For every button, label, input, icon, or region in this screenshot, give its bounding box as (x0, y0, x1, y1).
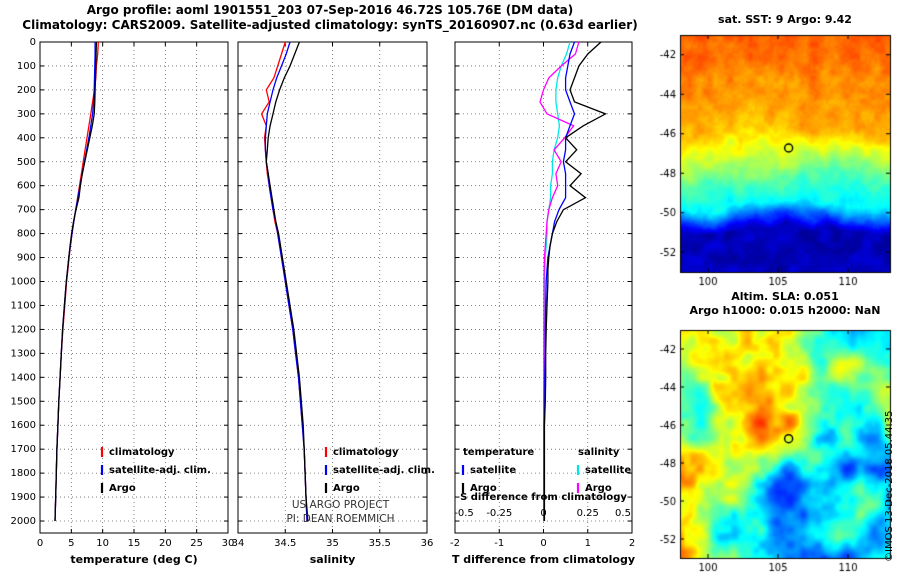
svg-text:1000: 1000 (11, 277, 36, 288)
series-salinity-climatology (260, 41, 308, 522)
series-difference-salinity-argo (539, 41, 580, 521)
sla-map (652, 325, 892, 580)
svg-text:satellite-adj. clim.: satellite-adj. clim. (109, 465, 211, 476)
plot-difference: -2 -1 0 1 2 T difference from climatology temp… (450, 41, 635, 566)
svg-text:36: 36 (421, 538, 434, 549)
svg-text:temperature (deg C): temperature (deg C) (70, 553, 197, 566)
series-temperature-argo (54, 41, 98, 522)
svg-text:600: 600 (17, 181, 36, 192)
svg-text:-0.5: -0.5 (454, 508, 474, 519)
svg-text:800: 800 (17, 229, 36, 240)
svg-text:10: 10 (96, 538, 109, 549)
series-difference-temperature-argo (543, 41, 608, 521)
svg-text:20: 20 (159, 538, 172, 549)
svg-text:satellite-adj. clim.: satellite-adj. clim. (333, 465, 435, 476)
svg-text:-0.25: -0.25 (486, 508, 512, 519)
svg-text:35: 35 (326, 538, 339, 549)
svg-text:1200: 1200 (11, 324, 36, 335)
svg-text:0.25: 0.25 (577, 508, 599, 519)
svg-text:5: 5 (68, 538, 74, 549)
series-temperature-satellite-adj-clim- (54, 42, 96, 522)
credit-text: ©IMOS 13-Dec-2018 05.44.35 (884, 410, 895, 562)
svg-text:35.5: 35.5 (369, 538, 391, 549)
svg-text:satellite: satellite (585, 465, 631, 476)
sst-map-title: sat. SST: 9 Argo: 9.42 (718, 13, 852, 26)
svg-text:34: 34 (232, 538, 245, 549)
svg-text:S difference from climatology: S difference from climatology (460, 492, 627, 503)
svg-text:15: 15 (128, 538, 141, 549)
svg-text:1400: 1400 (11, 372, 36, 383)
svg-text:25: 25 (190, 538, 203, 549)
sla-map-title-line1: Altim. SLA: 0.051 (731, 290, 839, 303)
svg-text:satellite: satellite (470, 465, 516, 476)
svg-text:0: 0 (540, 538, 546, 549)
svg-text:PI: DEAN ROEMMICH: PI: DEAN ROEMMICH (286, 513, 394, 525)
svg-text:1500: 1500 (11, 396, 36, 407)
sst-map (652, 30, 892, 290)
svg-text:0: 0 (540, 508, 546, 519)
figure-title-block: Argo profile: aoml 1901551_203 07-Sep-20… (0, 3, 660, 33)
svg-text:2000: 2000 (11, 516, 36, 527)
svg-text:1: 1 (585, 538, 591, 549)
svg-text:1600: 1600 (11, 420, 36, 431)
svg-text:-1: -1 (494, 538, 504, 549)
svg-text:US ARGO PROJECT: US ARGO PROJECT (292, 499, 390, 511)
svg-text:200: 200 (17, 85, 36, 96)
sla-map-title-line2: Argo h1000: 0.015 h2000: NaN (689, 304, 881, 317)
svg-text:30: 30 (222, 538, 235, 549)
plot-temperature: 0 5 10 15 20 25 300100200300400500600700800900… (11, 37, 235, 566)
svg-text:salinity: salinity (310, 553, 356, 566)
figure-subtitle: Climatology: CARS2009. Satellite-adjuste… (22, 18, 638, 32)
svg-text:100: 100 (17, 61, 36, 72)
svg-text:0: 0 (37, 538, 43, 549)
svg-text:34.5: 34.5 (274, 538, 296, 549)
svg-text:1100: 1100 (11, 300, 36, 311)
svg-text:Argo: Argo (470, 483, 497, 494)
svg-text:T difference from climatology: T difference from climatology (452, 553, 635, 566)
svg-text:900: 900 (17, 253, 36, 264)
svg-text:0: 0 (30, 37, 36, 48)
svg-text:2: 2 (629, 538, 635, 549)
svg-text:salinity: salinity (578, 447, 620, 458)
svg-text:climatology: climatology (333, 447, 399, 458)
svg-text:Argo: Argo (109, 483, 136, 494)
svg-text:300: 300 (17, 109, 36, 120)
svg-text:Argo: Argo (585, 483, 612, 494)
svg-text:0.5: 0.5 (615, 508, 631, 519)
svg-text:500: 500 (17, 157, 36, 168)
svg-text:climatology: climatology (109, 447, 175, 458)
svg-text:temperature: temperature (463, 447, 534, 458)
svg-text:1800: 1800 (11, 468, 36, 479)
series-salinity-argo (265, 41, 309, 522)
profile-plots: 0 5 10 15 20 25 300100200300400500600700800900… (11, 37, 636, 566)
svg-text:1900: 1900 (11, 492, 36, 503)
svg-text:-2: -2 (450, 538, 460, 549)
svg-text:400: 400 (17, 133, 36, 144)
plot-salinity: 34 34.5 35 35.5 36 salinity climatology satelli… (232, 41, 435, 566)
svg-text:1700: 1700 (11, 444, 36, 455)
svg-text:Argo: Argo (333, 483, 360, 494)
svg-text:700: 700 (17, 205, 36, 216)
figure-title: Argo profile: aoml 1901551_203 07-Sep-20… (86, 3, 574, 17)
svg-text:1300: 1300 (11, 348, 36, 359)
